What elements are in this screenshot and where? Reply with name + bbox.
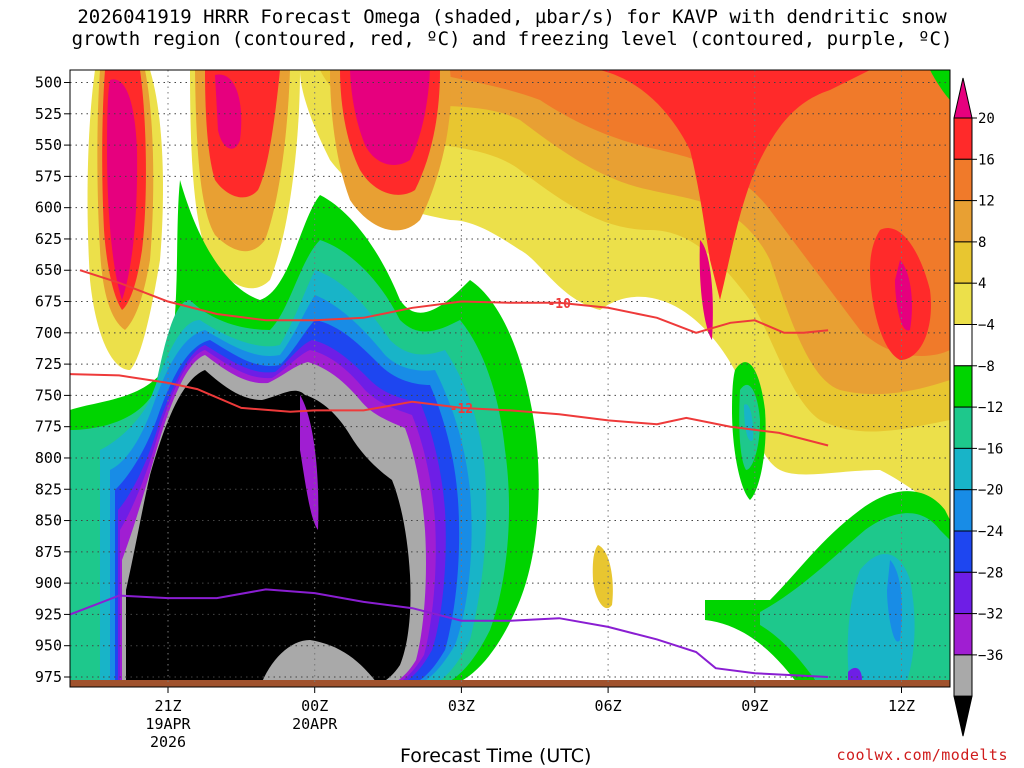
contour-label: -12 bbox=[450, 402, 473, 417]
y-tick-label: 950 bbox=[35, 637, 62, 655]
x-tick-year: 2026 bbox=[150, 733, 186, 751]
freezing-level-line bbox=[70, 588, 829, 678]
credit-text: coolwx.com/modelts bbox=[836, 746, 1008, 764]
colorbar-swatch bbox=[953, 654, 973, 697]
colorbar-label: 4 bbox=[978, 276, 986, 292]
colorbar-swatch bbox=[953, 530, 973, 573]
colorbar-swatch bbox=[953, 406, 973, 449]
colorbar-swatch bbox=[953, 489, 973, 532]
colorbar: 20 16 12 8 4 −4 −8 −12 −16 −20 −24 −28 −32 −36 bbox=[953, 77, 1003, 737]
colorbar-swatch bbox=[953, 613, 973, 656]
colorbar-label: −4 bbox=[978, 318, 995, 334]
colorbar-swatch bbox=[953, 365, 973, 408]
y-tick-label: 750 bbox=[35, 386, 62, 404]
x-tick-label: 21Z bbox=[154, 697, 181, 715]
x-tick-label: 06Z bbox=[595, 697, 622, 715]
colorbar-bottom-arrow bbox=[953, 695, 973, 737]
dgz-contour-line bbox=[79, 269, 829, 334]
colorbar-label: −32 bbox=[978, 607, 1003, 623]
x-tick-label: 09Z bbox=[741, 697, 768, 715]
grid-lines bbox=[70, 70, 950, 687]
colorbar-swatch bbox=[953, 241, 973, 284]
x-tick-label: 12Z bbox=[888, 697, 915, 715]
colorbar-label: 8 bbox=[978, 235, 986, 251]
y-tick-label: 900 bbox=[35, 574, 62, 592]
x-tick-label: 03Z bbox=[448, 697, 475, 715]
chart-title: 2026041919 HRRR Forecast Omega (shaded, … bbox=[0, 6, 1024, 50]
omega-shading bbox=[70, 70, 950, 687]
y-tick-label: 975 bbox=[35, 668, 62, 686]
colorbar-swatch bbox=[953, 447, 973, 491]
y-tick-label: 550 bbox=[35, 136, 62, 154]
title-line-2: growth region (contoured, red, ºC) and f… bbox=[71, 28, 953, 50]
colorbar-label: −20 bbox=[978, 483, 1003, 499]
colorbar-label: 16 bbox=[978, 152, 995, 168]
contour-label: -10 bbox=[547, 297, 571, 312]
y-tick-label: 850 bbox=[35, 512, 62, 530]
y-tick-label: 625 bbox=[35, 230, 62, 248]
y-tick-label: 650 bbox=[35, 261, 62, 279]
colorbar-swatch bbox=[953, 282, 973, 326]
colorbar-swatch bbox=[953, 158, 973, 202]
y-tick-label: 525 bbox=[35, 105, 62, 123]
x-tick-date: 19APR bbox=[145, 715, 191, 733]
y-tick-label: 800 bbox=[35, 449, 62, 467]
y-tick-label: 825 bbox=[35, 480, 62, 498]
colorbar-label: −24 bbox=[978, 524, 1003, 540]
y-tick-label: 575 bbox=[35, 167, 62, 185]
dgz-contour-line bbox=[70, 373, 829, 447]
y-tick-label: 675 bbox=[35, 293, 62, 311]
x-tick-label: 00Z bbox=[301, 697, 328, 715]
y-tick-label: 875 bbox=[35, 543, 62, 561]
colorbar-label: 20 bbox=[978, 111, 995, 127]
colorbar-swatch bbox=[953, 200, 973, 243]
y-tick-label: 725 bbox=[35, 355, 62, 373]
y-tick-label: 775 bbox=[35, 418, 62, 436]
colorbar-label: −36 bbox=[978, 648, 1003, 664]
colorbar-label: −8 bbox=[978, 359, 995, 375]
contour-layer: -10 -12 bbox=[70, 269, 829, 678]
colorbar-top-arrow bbox=[953, 77, 973, 119]
x-axis-label: Forecast Time (UTC) bbox=[400, 745, 592, 767]
colorbar-swatch bbox=[953, 117, 973, 160]
colorbar-label: −16 bbox=[978, 441, 1003, 457]
title-line-1: 2026041919 HRRR Forecast Omega (shaded, … bbox=[77, 6, 947, 28]
colorbar-label: −28 bbox=[978, 565, 1003, 581]
plot-frame bbox=[69, 69, 951, 688]
y-tick-label: 925 bbox=[35, 605, 62, 623]
colorbar-label: 12 bbox=[978, 194, 995, 210]
y-tick-label: 700 bbox=[35, 324, 62, 342]
colorbar-label: −12 bbox=[978, 400, 1003, 416]
y-tick-label: 600 bbox=[35, 199, 62, 217]
colorbar-swatch bbox=[953, 324, 973, 367]
x-tick-date: 20APR bbox=[292, 715, 338, 733]
y-tick-label: 500 bbox=[35, 74, 62, 92]
y-axis: 500 525 550 575 600 625 650 675 700 725 750 775 800 8… bbox=[35, 74, 70, 686]
colorbar-swatch bbox=[953, 571, 973, 615]
